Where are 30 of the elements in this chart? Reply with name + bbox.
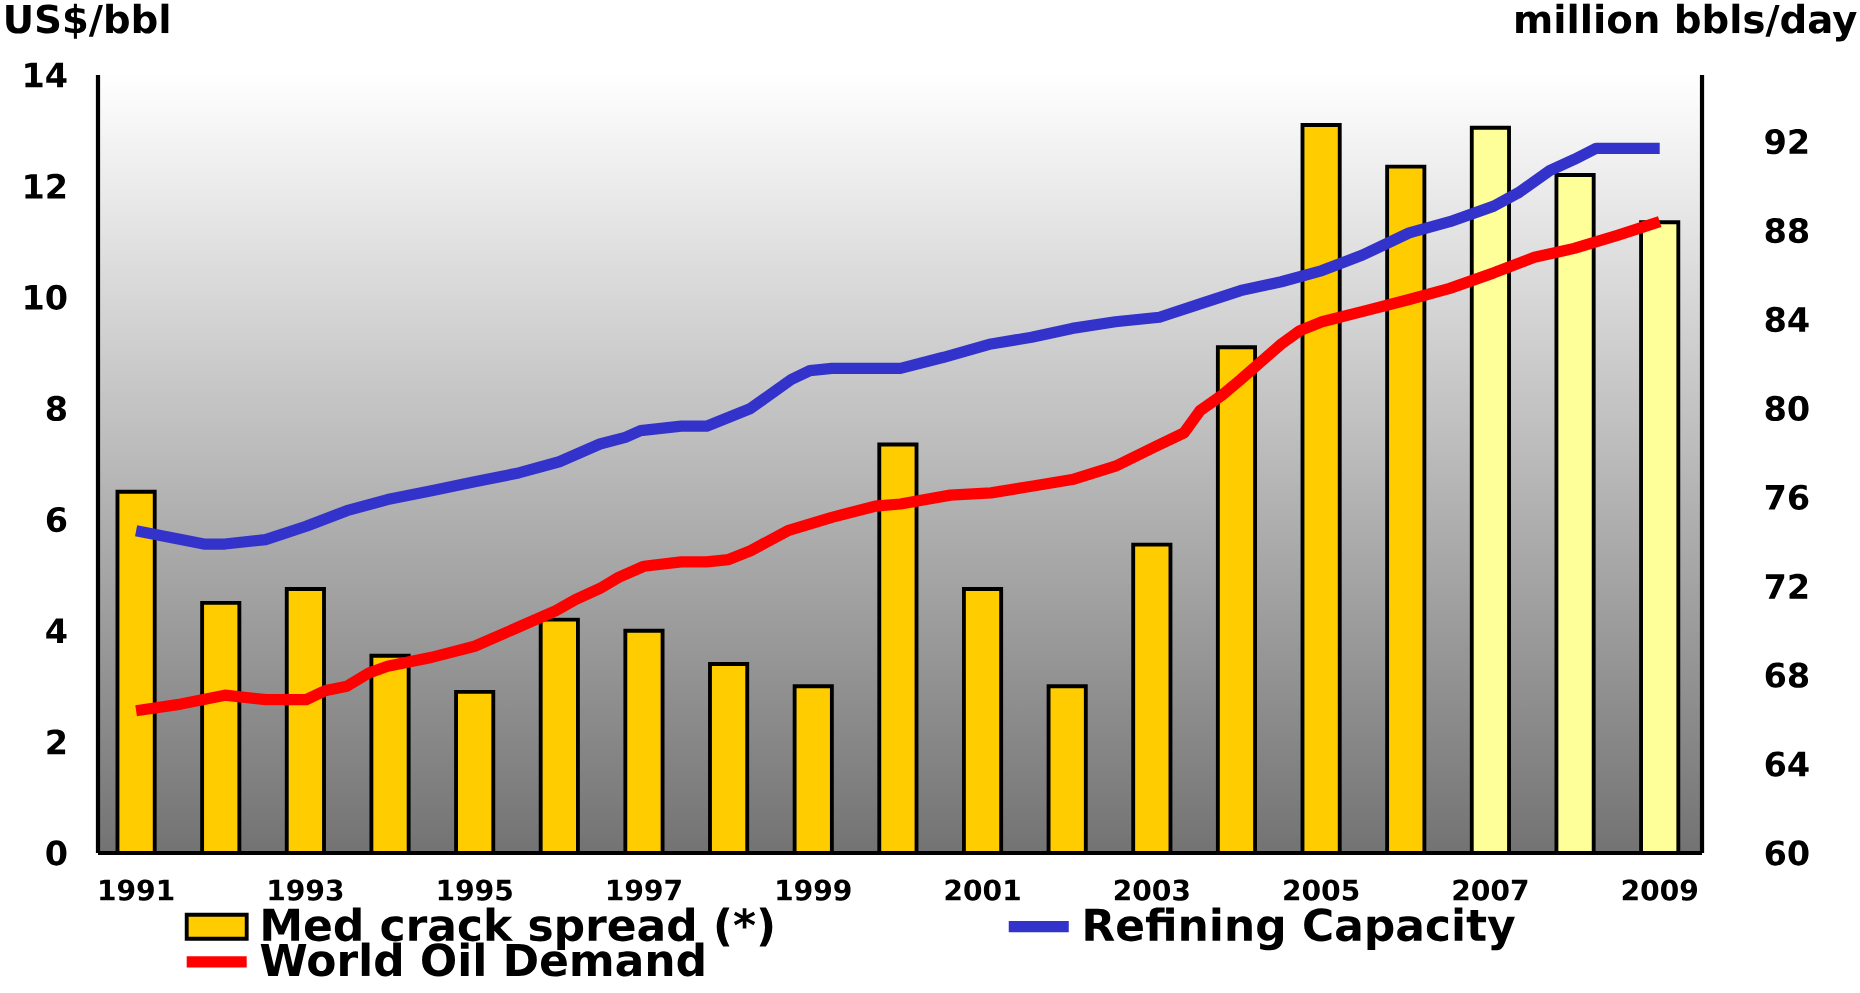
x-tick-label: 1995: [438, 879, 512, 901]
y2-tick-label: 88: [1765, 217, 1809, 244]
y-tick-label: 10: [25, 284, 67, 310]
y-tick-label: 6: [46, 506, 67, 533]
y-tick-label: 8: [46, 395, 66, 422]
y2-tick-label: 64: [1765, 751, 1809, 777]
x-tick-label: 2007: [1453, 879, 1528, 901]
y-tick-label: 14: [25, 62, 67, 88]
y2-tick-label: 80: [1765, 395, 1809, 422]
y-tick-label: 12: [25, 173, 66, 199]
x-tick-label: 2003: [1114, 879, 1189, 901]
legend-label: Refining Capacity: [1085, 907, 1515, 951]
y-tick-label: 4: [46, 618, 67, 643]
x-tick-label: 1999: [777, 879, 851, 901]
y-tick-label: 2: [47, 729, 66, 755]
y-axis-title: US$/bbl: [6, 3, 169, 39]
y2-tick-label: 60: [1765, 840, 1809, 866]
y2-tick-label: 76: [1765, 484, 1809, 510]
x-tick-label: 1993: [269, 879, 343, 901]
y2-axis-title: million bbls/day: [1516, 3, 1857, 42]
x-tick-label: 2009: [1622, 879, 1698, 901]
y2-tick-label: 92: [1765, 129, 1808, 155]
y2-tick-label: 72: [1765, 573, 1808, 599]
y2-tick-label: 84: [1765, 306, 1809, 333]
x-tick-label: 1991: [100, 879, 174, 901]
x-tick-label: 2001: [945, 879, 1020, 901]
y2-tick-label: 68: [1765, 662, 1809, 688]
x-tick-label: 2005: [1284, 879, 1359, 901]
y-tick-label: 0: [46, 840, 67, 866]
x-tick-label: 1997: [608, 879, 681, 901]
